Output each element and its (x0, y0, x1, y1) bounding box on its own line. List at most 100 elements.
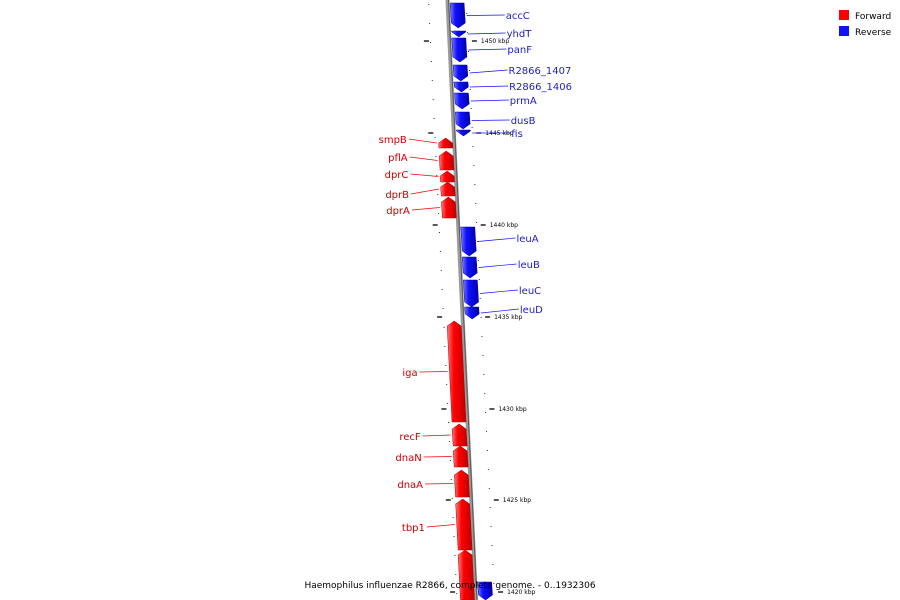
gene-label: leuC (519, 286, 541, 297)
gene-leader-line (410, 188, 440, 195)
gene-label: R2866_1406 (509, 82, 572, 93)
gene-label: recF (399, 432, 421, 443)
gene-leuC[interactable]: leuC (463, 279, 541, 308)
tick-label: 1430 kbp (498, 406, 526, 413)
gene-leader-line (467, 32, 506, 35)
gene-leader-line (470, 85, 509, 88)
gene-iga[interactable]: iga (402, 320, 467, 423)
gene-dnaA[interactable]: dnaA (397, 469, 470, 498)
gene-leader-line (426, 524, 455, 528)
tick-label: 1450 kbp (481, 38, 509, 45)
legend-forward-label: Forward (855, 12, 891, 22)
gene-arrow-reverse[interactable] (477, 581, 493, 600)
gene-leader-line (423, 456, 452, 458)
legend-reverse-swatch (839, 26, 849, 36)
gene-label: dprC (385, 170, 409, 181)
gene-arrow-forward[interactable] (457, 549, 475, 600)
gene-leader-line (424, 483, 454, 485)
gene-leader-line (471, 119, 510, 121)
gene-arrow-forward[interactable] (452, 445, 469, 468)
tick-label: 1445 kbp (485, 130, 513, 137)
gene-label: leuD (520, 305, 543, 316)
gene-label: dnaN (395, 453, 421, 464)
gene-dprB[interactable]: dprB (385, 181, 456, 201)
gene-recF[interactable]: recF (399, 423, 468, 447)
gene-label: R2866_1407 (509, 66, 572, 77)
gene-arrow-forward[interactable] (438, 137, 454, 149)
gene-label: leuB (518, 260, 540, 271)
gene-label: tbp1 (402, 523, 425, 534)
gene-arrow-reverse[interactable] (460, 226, 477, 257)
gene-yhdT[interactable]: yhdT (451, 29, 533, 40)
gene-arrow-forward[interactable] (451, 423, 468, 447)
gene-leader-line (469, 69, 508, 74)
gene-arrow-forward[interactable] (438, 150, 455, 171)
gene-dprA[interactable]: dprA (386, 196, 457, 219)
gene-fis[interactable]: fis (455, 129, 523, 140)
gene-leader-line (419, 371, 448, 373)
legend: Forward Reverse (839, 10, 892, 38)
gene-arrow-reverse[interactable] (454, 92, 470, 110)
gene-arrow-reverse[interactable] (452, 64, 469, 82)
genome-caption: Haemophilus influenzae R2866, complete g… (304, 581, 595, 591)
gene-arrow-reverse[interactable] (449, 2, 466, 29)
gene-unlabelled[interactable] (457, 549, 475, 600)
tick-label: 1440 kbp (490, 222, 518, 229)
gene-leader-line (466, 14, 505, 16)
genome-backbone (445, 0, 478, 600)
gene-leader-line (477, 237, 516, 242)
gene-arrow-reverse[interactable] (463, 279, 479, 308)
gene-label: dprB (385, 190, 409, 201)
gene-leader-line (470, 99, 509, 102)
gene-leader-line (468, 48, 507, 51)
gene-label: iga (402, 368, 417, 379)
gene-dusB[interactable]: dusB (455, 111, 536, 130)
gene-label: leuA (517, 234, 539, 245)
gene-arrow-forward[interactable] (446, 320, 467, 423)
gene-label: yhdT (507, 29, 533, 40)
gene-leader-line (479, 289, 518, 294)
gene-R2866_1407[interactable]: R2866_1407 (452, 64, 572, 82)
gene-arrow-reverse[interactable] (455, 111, 471, 130)
gene-label: accC (506, 11, 530, 22)
gene-leader-line (422, 434, 451, 437)
gene-leuB[interactable]: leuB (461, 256, 540, 279)
gene-leader-line (480, 308, 519, 314)
gene-leader-line (410, 173, 439, 177)
gene-arrow-forward[interactable] (439, 170, 455, 183)
gene-pflA[interactable]: pflA (388, 150, 455, 171)
gene-arrow-forward[interactable] (455, 498, 473, 551)
gene-arrow-reverse[interactable] (453, 81, 469, 93)
minor-ticks (428, 4, 495, 594)
gene-unlabelled[interactable] (477, 581, 493, 600)
gene-arrow-reverse[interactable] (455, 129, 471, 137)
gene-arrow-forward[interactable] (441, 196, 457, 219)
gene-leader-line (408, 138, 437, 144)
gene-leuA[interactable]: leuA (460, 226, 539, 257)
legend-reverse-label: Reverse (855, 28, 892, 38)
gene-arrow-reverse[interactable] (451, 37, 468, 63)
gene-accC[interactable]: accC (449, 2, 530, 29)
tick-label: 1435 kbp (494, 314, 522, 321)
gene-smpB[interactable]: smpB (379, 135, 454, 149)
gene-tbp1[interactable]: tbp1 (402, 498, 473, 551)
gene-R2866_1406[interactable]: R2866_1406 (453, 81, 572, 93)
gene-leuD[interactable]: leuD (464, 305, 544, 320)
gene-dprC[interactable]: dprC (385, 170, 455, 183)
gene-arrow-reverse[interactable] (461, 256, 478, 279)
gene-arrow-forward[interactable] (454, 469, 470, 498)
gene-prmA[interactable]: prmA (454, 92, 537, 110)
gene-label: pflA (388, 153, 408, 164)
gene-arrow-reverse[interactable] (451, 30, 467, 38)
gene-leader-line (411, 207, 440, 211)
gene-arrow-reverse[interactable] (464, 306, 480, 320)
gene-panF[interactable]: panF (451, 37, 532, 63)
gene-label: fis (511, 129, 523, 140)
gene-label: panF (507, 45, 532, 56)
tick-label: 1425 kbp (503, 497, 531, 504)
gene-dnaN[interactable]: dnaN (395, 445, 469, 468)
gene-label: smpB (379, 135, 407, 146)
legend-forward-swatch (839, 10, 849, 20)
gene-arrow-forward[interactable] (440, 181, 456, 197)
